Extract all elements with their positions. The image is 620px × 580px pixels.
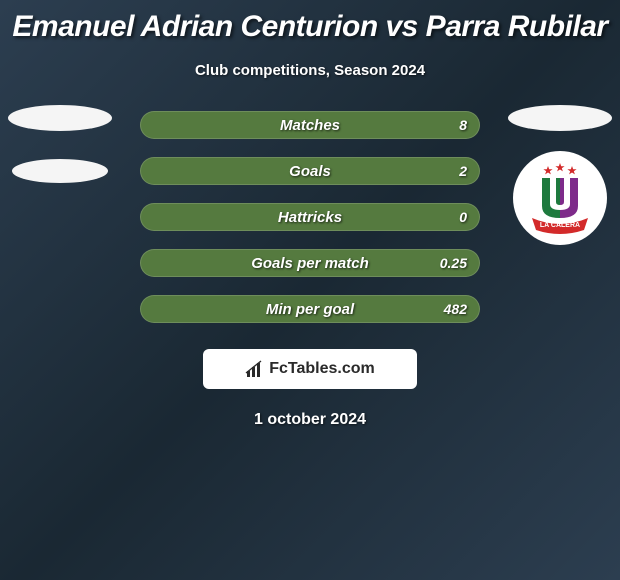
subtitle: Club competitions, Season 2024	[0, 62, 620, 79]
stat-row-goals-per-match: Goals per match 0.25	[140, 249, 480, 277]
la-calera-crest-icon: LA CALERA	[522, 160, 598, 236]
club-badge-la-calera: LA CALERA	[513, 151, 607, 245]
stats-area: LA CALERA Matches 8 Goals 2 Hattricks 0 …	[0, 111, 620, 429]
title: Emanuel Adrian Centurion vs Parra Rubila…	[0, 10, 620, 44]
date: 1 october 2024	[0, 411, 620, 429]
stat-value-right: 0.25	[440, 255, 467, 271]
comparison-card: Emanuel Adrian Centurion vs Parra Rubila…	[0, 0, 620, 429]
stat-label: Goals per match	[251, 255, 369, 272]
stats-rows: Matches 8 Goals 2 Hattricks 0 Goals per …	[140, 111, 480, 323]
stat-label: Goals	[289, 163, 331, 180]
stat-row-matches: Matches 8	[140, 111, 480, 139]
left-badge-placeholder-2	[12, 159, 108, 183]
stat-row-min-per-goal: Min per goal 482	[140, 295, 480, 323]
fctables-label: FcTables.com	[269, 360, 375, 378]
left-badge-placeholder-1	[8, 105, 112, 131]
stat-value-right: 482	[444, 301, 467, 317]
svg-text:LA CALERA: LA CALERA	[540, 222, 580, 229]
stat-value-right: 0	[459, 209, 467, 225]
fctables-attribution: FcTables.com	[203, 349, 417, 389]
stat-label: Matches	[280, 117, 340, 134]
stat-row-hattricks: Hattricks 0	[140, 203, 480, 231]
right-badge-column: LA CALERA	[508, 105, 612, 245]
stat-value-right: 2	[459, 163, 467, 179]
stat-row-goals: Goals 2	[140, 157, 480, 185]
right-badge-placeholder-1	[508, 105, 612, 131]
bar-chart-icon	[245, 359, 265, 379]
stat-value-right: 8	[459, 117, 467, 133]
stat-label: Min per goal	[266, 301, 354, 318]
stat-label: Hattricks	[278, 209, 342, 226]
left-badge-column	[8, 105, 112, 183]
